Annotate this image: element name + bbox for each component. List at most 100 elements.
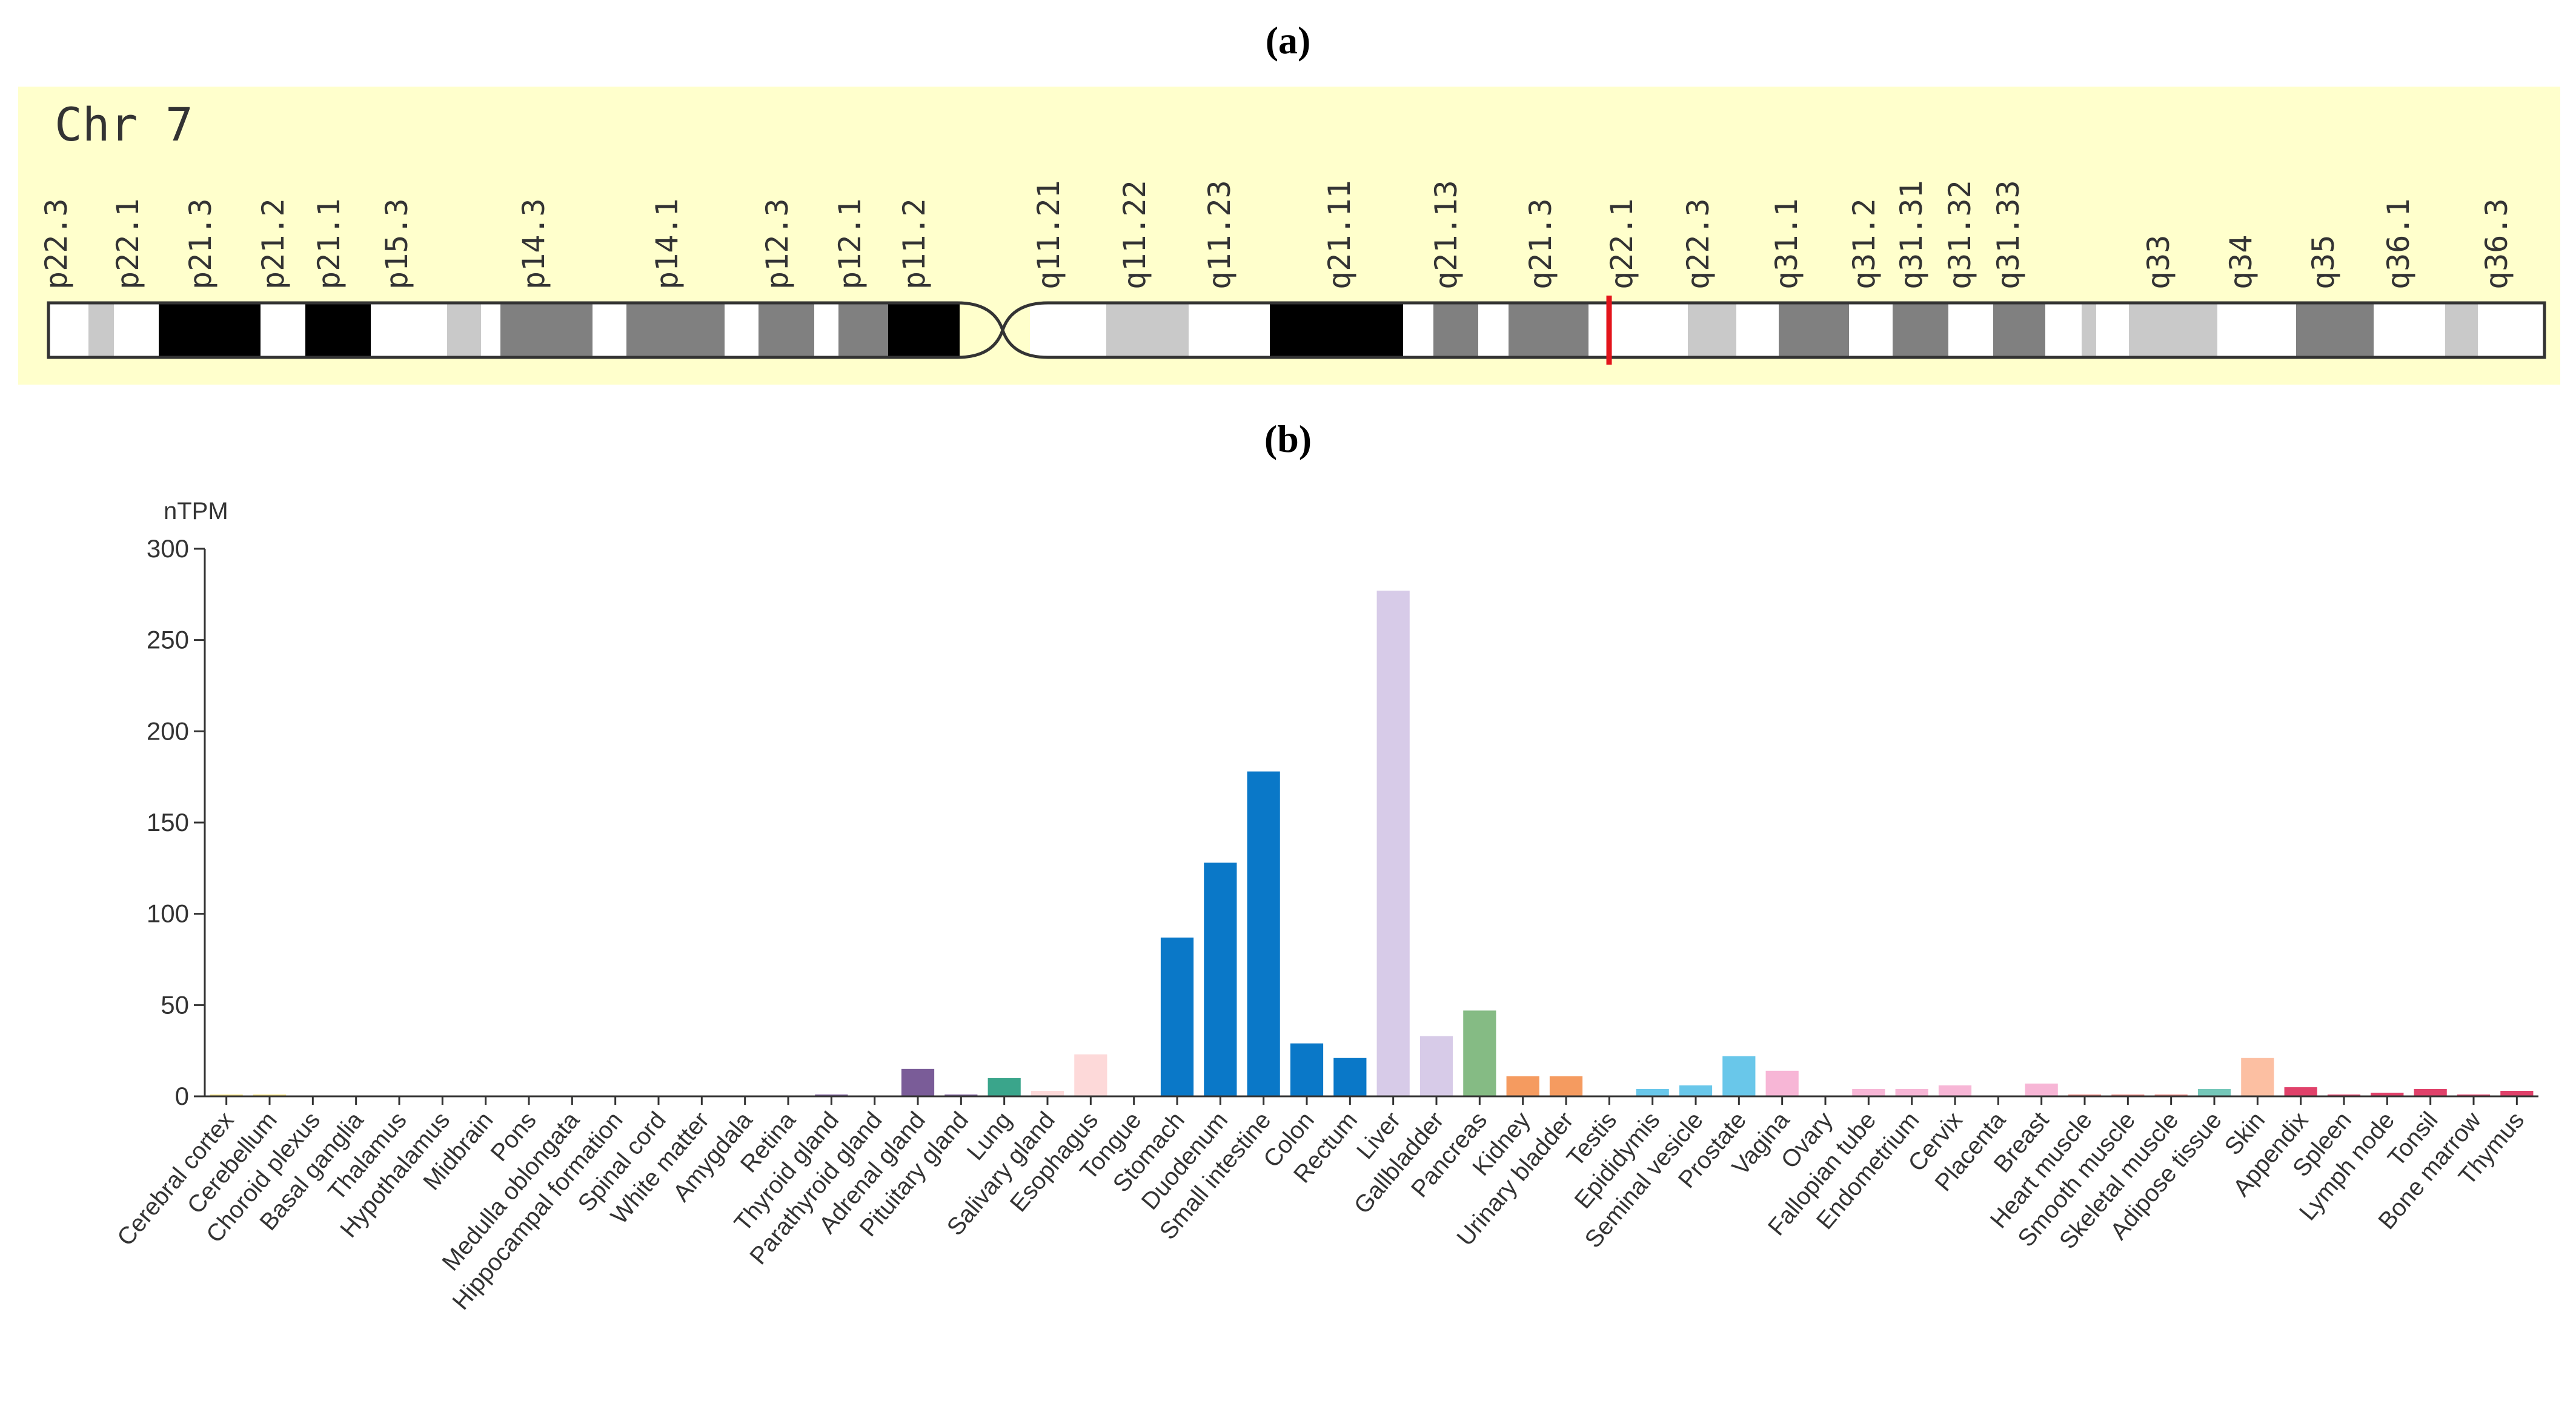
- chromosome-ideogram: Chr 7 p22.3 p22.1 p21.3 p21.2 p21.1 p15.3 p14.…: [18, 87, 2560, 385]
- q-arm-outline: [1048, 301, 2546, 359]
- band-label-19: q31.1: [1769, 198, 1804, 290]
- y-tick-label-250: 250: [147, 626, 189, 654]
- band-segment-18: [1018, 303, 1030, 357]
- band-segment-25: [1478, 303, 1509, 357]
- bar-thyroid-gland: [815, 1094, 848, 1096]
- p-arm-outline: [47, 301, 957, 359]
- bar-breast: [2025, 1083, 2058, 1096]
- chromosome-title: Chr 7: [55, 98, 193, 151]
- bar-adipose-tissue: [2197, 1088, 2231, 1096]
- band-label-0: p22.3: [39, 198, 74, 290]
- band-segment-20: [1106, 303, 1189, 357]
- band-label-7: p14.1: [649, 198, 685, 290]
- band-label-27: q36.1: [2381, 198, 2416, 290]
- band-segment-41: [2374, 303, 2445, 357]
- bars: [210, 591, 2534, 1097]
- band-segment-37: [2096, 303, 2129, 357]
- band-labels: p22.3 p22.1 p21.3 p21.2 p21.1 p15.3 p14.3 p14.1…: [39, 180, 2514, 290]
- band-segment-42: [2445, 303, 2478, 357]
- band-label-14: q21.11: [1322, 180, 1357, 290]
- band-label-9: p12.1: [832, 198, 868, 290]
- band-segment-21: [1189, 303, 1270, 357]
- band-label-22: q31.32: [1942, 180, 1977, 290]
- band-label-17: q22.1: [1604, 198, 1639, 290]
- band-segment-13: [759, 303, 814, 357]
- bar-tonsil: [2414, 1088, 2447, 1096]
- band-segment-14: [814, 303, 838, 357]
- band-segment-27: [1588, 303, 1688, 357]
- y-tick-label-50: 50: [161, 990, 189, 1019]
- bar-lung: [988, 1078, 1021, 1096]
- bar-prostate: [1722, 1056, 1756, 1096]
- panel-a-label: (a): [1266, 19, 1311, 62]
- bar-stomach: [1160, 937, 1194, 1096]
- band-label-18: q22.3: [1681, 198, 1716, 290]
- band-segment-31: [1849, 303, 1893, 357]
- bar-epididymis: [1636, 1088, 1669, 1096]
- bar-salivary-gland: [1031, 1090, 1064, 1096]
- y-tick-label-100: 100: [147, 899, 189, 928]
- band-segment-33: [1948, 303, 1993, 357]
- bar-colon: [1290, 1043, 1324, 1096]
- bar-lymph-node: [2371, 1092, 2404, 1096]
- band-label-10: p11.2: [897, 198, 932, 290]
- bar-adrenal-gland: [901, 1068, 935, 1096]
- band-segment-26: [1509, 303, 1588, 357]
- band-label-2: p21.3: [183, 198, 218, 290]
- bar-rectum: [1333, 1058, 1367, 1096]
- bar-smooth-muscle: [2111, 1094, 2145, 1096]
- band-segment-10: [593, 303, 626, 357]
- bar-gallbladder: [1419, 1036, 1453, 1096]
- band-segment-7: [447, 303, 481, 357]
- band-label-21: q31.31: [1894, 180, 1929, 290]
- band-segment-17: [960, 303, 988, 357]
- bar-heart-muscle: [2068, 1094, 2102, 1096]
- band-segment-0: [48, 303, 88, 357]
- band-segment-12: [725, 303, 759, 357]
- band-segment-19: [1030, 303, 1106, 357]
- band-segment-29: [1736, 303, 1779, 357]
- band-segment-28: [1688, 303, 1736, 357]
- bar-skeletal-muscle: [2154, 1094, 2188, 1096]
- band-label-16: q21.3: [1523, 198, 1558, 290]
- band-label-4: p21.1: [311, 198, 347, 290]
- band-segment-34: [1993, 303, 2045, 357]
- band-segment-35: [2045, 303, 2082, 357]
- band-segment-22: [1270, 303, 1403, 357]
- bar-chart: nTPM 0 50 100 150 200 250 300 Cerebral cortexC…: [112, 498, 2538, 1315]
- band-segment-38: [2129, 303, 2217, 357]
- bar-cervix: [1938, 1085, 1972, 1096]
- band-segment-9: [500, 303, 593, 357]
- bar-pituitary-gland: [944, 1094, 978, 1096]
- band-label-26: q35: [2306, 235, 2341, 290]
- band-segment-16: [888, 303, 960, 357]
- band-label-13: q11.23: [1202, 180, 1237, 290]
- band-label-11: q11.21: [1031, 180, 1066, 290]
- bar-duodenum: [1204, 863, 1237, 1096]
- band-segment-6: [371, 303, 447, 357]
- bar-fallopian-tube: [1852, 1088, 1885, 1096]
- y-axis-label: nTPM: [164, 498, 228, 525]
- y-tick-label-200: 200: [147, 717, 189, 745]
- bar-cerebral-cortex: [210, 1094, 243, 1096]
- band-label-20: q31.2: [1847, 198, 1882, 290]
- band-label-8: p12.3: [760, 198, 795, 290]
- y-tick-label-0: 0: [175, 1082, 189, 1110]
- band-segment-24: [1433, 303, 1478, 357]
- band-label-12: q11.22: [1117, 180, 1152, 290]
- band-segment-23: [1403, 303, 1433, 357]
- bar-spleen: [2327, 1094, 2361, 1096]
- band-segment-32: [1893, 303, 1948, 357]
- bar-seminal-vesicle: [1679, 1085, 1713, 1096]
- band-label-24: q33: [2141, 235, 2176, 290]
- centromere-right: [1001, 301, 1049, 359]
- band-segment-2: [114, 303, 159, 357]
- band-segment-43: [2478, 303, 2544, 357]
- band-label-25: q34: [2223, 235, 2259, 290]
- band-label-15: q21.13: [1429, 180, 1464, 290]
- bar-cerebellum: [253, 1094, 287, 1096]
- band-segment-1: [88, 303, 114, 357]
